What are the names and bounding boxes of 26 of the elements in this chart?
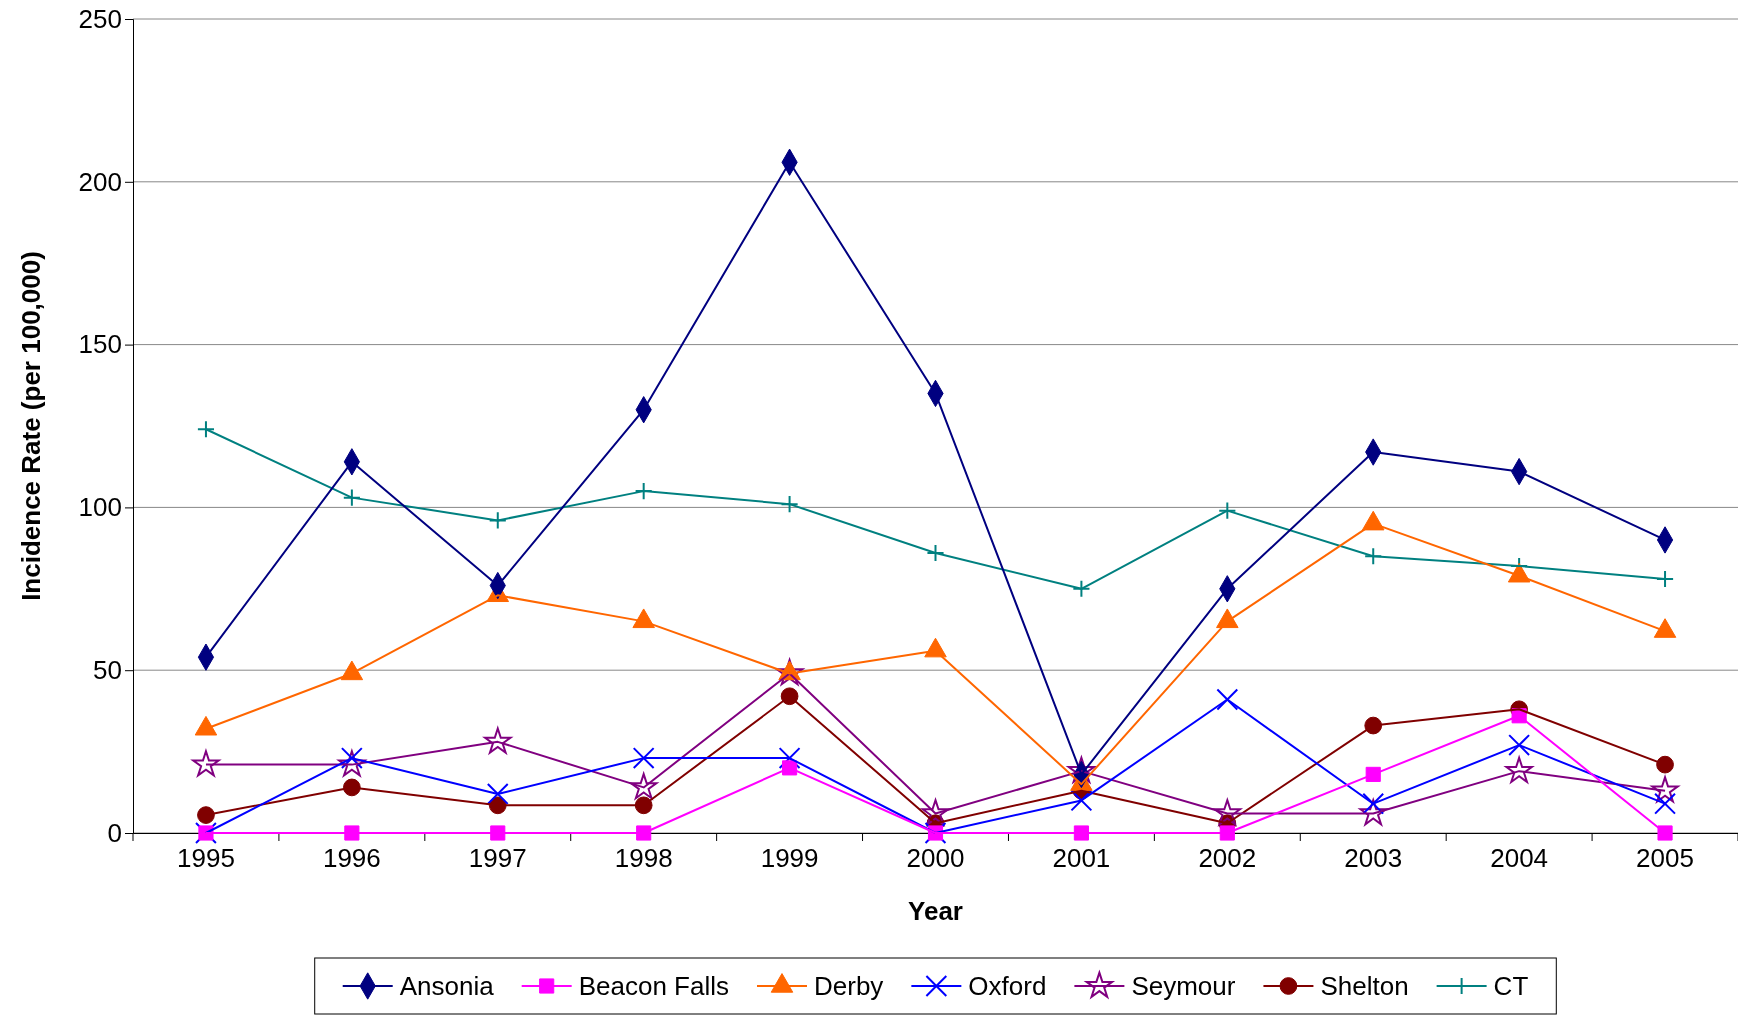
y-tick-label: 200 — [78, 166, 122, 197]
x-tick-label: 2002 — [1198, 843, 1257, 874]
y-tick-label: 150 — [78, 329, 122, 360]
x-tick-label: 1997 — [468, 843, 527, 874]
x-tick-label: 1995 — [177, 843, 235, 874]
x-tick-label: 2003 — [1344, 843, 1403, 874]
y-tick-label: 250 — [78, 3, 122, 34]
legend-label: Ansonia — [399, 971, 495, 1001]
y-axis-title: Incidence Rate (per 100,000) — [16, 251, 46, 601]
legend-label: Beacon Falls — [578, 971, 729, 1001]
y-tick-label: 50 — [93, 655, 122, 686]
legend-label: Shelton — [1320, 971, 1409, 1001]
x-axis-title: Year — [908, 896, 963, 926]
x-tick-label: 1996 — [322, 843, 381, 874]
legend-label: Seymour — [1131, 971, 1236, 1001]
x-tick-label: 2005 — [1636, 843, 1694, 874]
x-tick-label: 2000 — [906, 843, 965, 874]
x-tick-label: 1998 — [614, 843, 673, 874]
x-tick-label: 2001 — [1052, 843, 1111, 874]
legend-label: Oxford — [968, 971, 1047, 1001]
x-tick-label: 1999 — [760, 843, 819, 874]
legend-label: Derby — [813, 971, 884, 1001]
y-tick-label: 100 — [78, 492, 122, 523]
x-tick-label: 2004 — [1490, 843, 1549, 874]
y-tick-label: 0 — [107, 817, 122, 848]
legend-label: CT — [1493, 971, 1529, 1001]
